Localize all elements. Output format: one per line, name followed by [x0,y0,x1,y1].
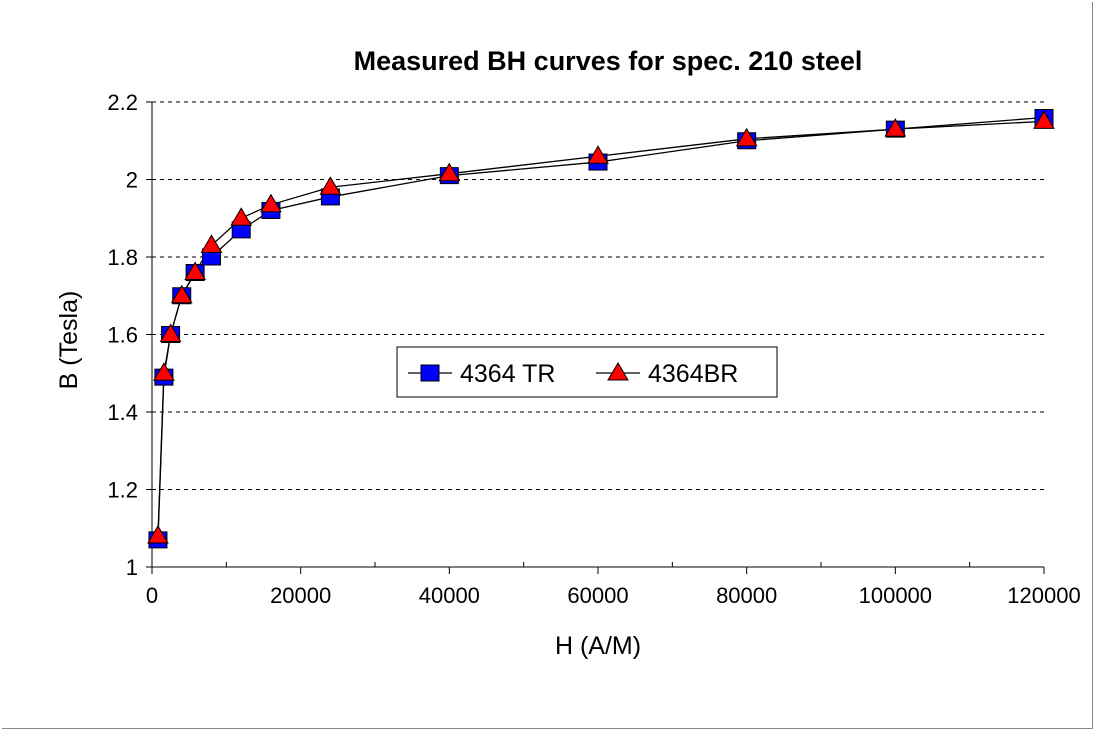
series-line-1 [157,120,1045,537]
chart-title: Measured BH curves for spec. 210 steel [354,46,863,76]
legend-label-0: 4364 TR [460,360,555,388]
y-tick-label-0: 1 [126,555,138,580]
y-tick-label-6: 2.2 [107,90,138,115]
x-tick-label-3: 60000 [567,583,628,608]
y-tick-label-1: 1.2 [107,478,138,503]
legend-marker-1 [607,362,629,381]
series-1-point-0 [147,525,169,544]
series-1-point-5 [200,234,223,253]
y-tick-label-5: 2 [126,168,138,193]
series-1-point-11 [735,127,758,147]
series-1-point-8 [319,176,342,195]
series-1-point-4 [184,261,206,280]
series-1-point-2 [159,323,182,342]
y-tick-label-4: 1.8 [107,245,138,270]
y-tick-label-3: 1.6 [107,323,138,348]
x-tick-label-4: 80000 [716,583,777,608]
x-tick-label-0: 0 [146,583,158,608]
series-layer [147,109,1055,549]
x-tick-label-6: 120000 [1007,583,1080,608]
x-tick-label-2: 40000 [419,583,480,608]
series-1-point-3 [170,284,193,304]
x-tick-label-1: 20000 [270,583,331,608]
legend-marker-0 [420,364,440,382]
axes-layer: 1 1.2 1.4 1.6 1.8 2 2.2 0 20000 40000 60000 80000 10… [107,90,1080,608]
series-1-point-9 [438,162,461,182]
legend-label-1: 4364BR [648,360,738,388]
series-1-point-12 [884,118,907,137]
series-1-point-1 [153,362,175,381]
series-1-point-6 [230,207,253,226]
x-axis-label: H (A/M) [555,632,641,660]
series-1-point-10 [587,145,609,164]
series-1-point-13 [1033,110,1055,129]
legend-box [396,346,778,398]
x-tick-label-5: 100000 [859,583,932,608]
series-1-point-7 [260,193,282,213]
legend: 4364 TR 4364BR [396,346,778,398]
y-tick-label-2: 1.4 [107,400,138,425]
series-line-0 [157,116,1045,540]
y-axis-label: B (Tesla) [55,291,83,390]
